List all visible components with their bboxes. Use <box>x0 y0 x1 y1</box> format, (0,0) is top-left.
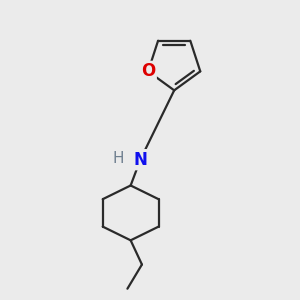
Text: O: O <box>141 62 155 80</box>
Text: N: N <box>134 151 147 169</box>
Text: H: H <box>112 151 124 166</box>
